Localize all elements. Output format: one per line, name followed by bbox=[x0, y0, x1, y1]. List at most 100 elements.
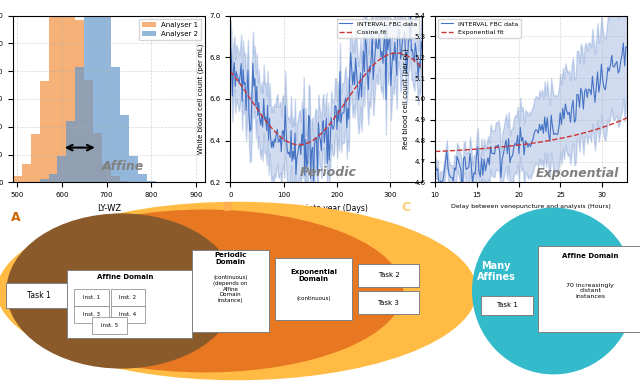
Text: 70 increasingly
distant
instances: 70 increasingly distant instances bbox=[566, 283, 614, 299]
Bar bbox=[76, 20, 84, 182]
Exponential fit bbox=[495, 145, 502, 150]
Legend: INTERVAL FBC data, Cosine fit: INTERVAL FBC data, Cosine fit bbox=[337, 19, 419, 38]
Cosine fit bbox=[234, 79, 242, 84]
INTERVAL FBC data bbox=[623, 45, 631, 50]
INTERVAL FBC data bbox=[421, 75, 429, 80]
Exponential fit bbox=[532, 140, 540, 145]
Bar bbox=[13, 176, 22, 182]
Exponential fit bbox=[431, 149, 439, 154]
INTERVAL FBC data bbox=[263, 128, 271, 133]
Line: INTERVAL FBC data: INTERVAL FBC data bbox=[435, 43, 627, 195]
Bar bbox=[138, 173, 147, 182]
Bar bbox=[120, 181, 129, 182]
Legend: INTERVAL FBC data, Exponential fit: INTERVAL FBC data, Exponential fit bbox=[438, 19, 521, 38]
Text: Many
Affines: Many Affines bbox=[477, 261, 515, 282]
Bar bbox=[58, 156, 67, 182]
INTERVAL FBC data bbox=[533, 128, 541, 133]
Bar bbox=[40, 179, 49, 182]
Bar bbox=[111, 67, 120, 182]
FancyBboxPatch shape bbox=[92, 317, 127, 334]
Text: (continuous): (continuous) bbox=[296, 296, 331, 301]
Bar bbox=[49, 10, 58, 182]
INTERVAL FBC data bbox=[406, 36, 413, 41]
Text: Exponential: Exponential bbox=[536, 167, 619, 180]
INTERVAL FBC data bbox=[496, 149, 504, 154]
Text: A: A bbox=[11, 211, 21, 224]
INTERVAL FBC data bbox=[541, 114, 548, 119]
INTERVAL FBC data bbox=[406, 12, 414, 17]
FancyBboxPatch shape bbox=[74, 289, 109, 306]
Ellipse shape bbox=[6, 213, 237, 369]
Text: Affine: Affine bbox=[102, 160, 145, 173]
Text: Affine Domain: Affine Domain bbox=[97, 274, 153, 281]
Text: Periodic
Domain: Periodic Domain bbox=[214, 251, 246, 265]
Y-axis label: White blood cell count (per mL): White blood cell count (per mL) bbox=[197, 44, 204, 154]
Text: Inst. 4: Inst. 4 bbox=[120, 312, 136, 317]
Line: Exponential fit: Exponential fit bbox=[435, 118, 627, 151]
Ellipse shape bbox=[472, 208, 636, 374]
Bar bbox=[147, 180, 156, 182]
X-axis label: Time into year (Days): Time into year (Days) bbox=[285, 204, 368, 213]
Bar bbox=[93, 133, 102, 182]
Text: Task 1: Task 1 bbox=[496, 302, 518, 308]
FancyBboxPatch shape bbox=[538, 246, 640, 332]
Bar bbox=[129, 156, 138, 182]
FancyBboxPatch shape bbox=[67, 270, 192, 338]
INTERVAL FBC data bbox=[509, 154, 516, 158]
Bar bbox=[22, 164, 31, 182]
FancyBboxPatch shape bbox=[111, 306, 145, 323]
FancyBboxPatch shape bbox=[74, 306, 109, 323]
Cosine fit bbox=[406, 55, 414, 60]
Bar bbox=[93, 0, 102, 182]
Cosine fit bbox=[393, 51, 401, 55]
FancyBboxPatch shape bbox=[481, 296, 533, 315]
FancyBboxPatch shape bbox=[358, 291, 419, 314]
Bar bbox=[120, 114, 129, 182]
Line: Cosine fit: Cosine fit bbox=[230, 53, 425, 145]
Text: Inst. 5: Inst. 5 bbox=[101, 323, 118, 328]
Text: C: C bbox=[402, 201, 411, 215]
INTERVAL FBC data bbox=[458, 193, 466, 197]
Cosine fit bbox=[295, 142, 303, 147]
Bar bbox=[31, 134, 40, 182]
FancyBboxPatch shape bbox=[111, 289, 145, 306]
Bar bbox=[49, 175, 58, 182]
Text: Inst. 2: Inst. 2 bbox=[120, 295, 136, 300]
Text: Affine Domain: Affine Domain bbox=[562, 253, 618, 259]
X-axis label: LY-WZ: LY-WZ bbox=[97, 204, 121, 213]
INTERVAL FBC data bbox=[227, 43, 234, 48]
Y-axis label: Red blood cell count (per pL): Red blood cell count (per pL) bbox=[403, 48, 409, 149]
Cosine fit bbox=[421, 69, 429, 74]
Text: Exponential
Domain: Exponential Domain bbox=[290, 269, 337, 282]
Text: Task 2: Task 2 bbox=[378, 272, 399, 279]
Bar bbox=[111, 176, 120, 182]
FancyBboxPatch shape bbox=[6, 283, 70, 308]
INTERVAL FBC data bbox=[431, 162, 439, 167]
Text: Task 1: Task 1 bbox=[26, 291, 51, 300]
Exponential fit bbox=[540, 139, 547, 144]
FancyBboxPatch shape bbox=[275, 258, 352, 320]
Ellipse shape bbox=[0, 202, 477, 380]
Cosine fit bbox=[278, 136, 286, 140]
X-axis label: Delay between venepuncture and analysis (Hours): Delay between venepuncture and analysis … bbox=[451, 204, 611, 209]
INTERVAL FBC data bbox=[234, 76, 242, 81]
Legend: Analyser 1, Analyser 2: Analyser 1, Analyser 2 bbox=[140, 19, 202, 40]
Bar bbox=[84, 80, 93, 182]
Text: B: B bbox=[223, 201, 232, 215]
Text: (continuous)
(depends on
Affine
Domain
instance): (continuous) (depends on Affine Domain i… bbox=[213, 275, 248, 303]
INTERVAL FBC data bbox=[278, 130, 286, 134]
Cosine fit bbox=[413, 61, 421, 66]
Bar bbox=[67, 0, 76, 182]
Bar bbox=[102, 164, 111, 182]
INTERVAL FBC data bbox=[565, 110, 573, 114]
Text: Inst. 3: Inst. 3 bbox=[83, 312, 100, 317]
Cosine fit bbox=[227, 69, 234, 74]
Bar bbox=[76, 67, 84, 182]
Cosine fit bbox=[263, 120, 271, 124]
INTERVAL FBC data bbox=[591, 100, 599, 104]
Bar bbox=[67, 121, 76, 182]
FancyBboxPatch shape bbox=[192, 250, 269, 332]
Text: Periodic: Periodic bbox=[300, 166, 356, 179]
Bar bbox=[102, 12, 111, 182]
INTERVAL FBC data bbox=[310, 179, 317, 184]
